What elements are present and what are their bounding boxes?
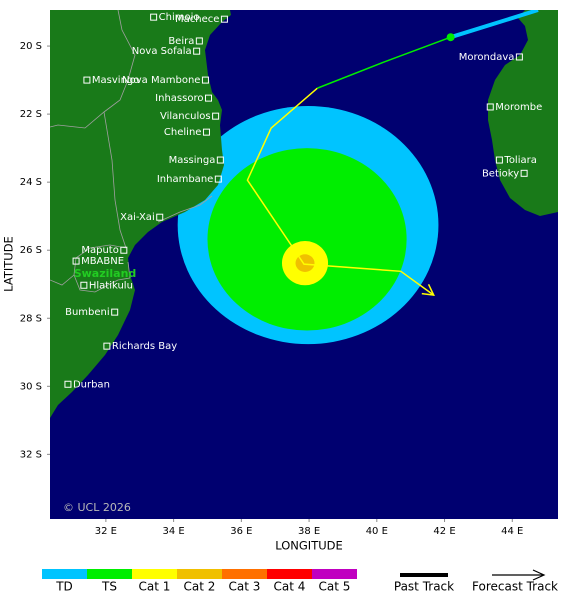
y-axis-label: LATITUDE <box>2 236 16 292</box>
city-marker <box>80 281 88 289</box>
city-label: Massinga <box>169 155 216 166</box>
wind-radius <box>207 148 407 331</box>
city-label: Nova Mambone <box>122 75 200 86</box>
legend-label: Cat 5 <box>319 580 351 594</box>
legend-label: TD <box>55 580 73 594</box>
city-marker <box>486 103 494 111</box>
city-marker <box>111 308 119 316</box>
city-marker <box>83 76 91 84</box>
y-tick-label: 30 S <box>20 381 42 392</box>
legend-swatch <box>267 569 312 579</box>
city-label: Hlatikulu <box>89 280 133 291</box>
city-marker <box>150 13 158 21</box>
city-marker <box>201 76 209 84</box>
current-position <box>446 33 455 42</box>
city-label: Cheline <box>164 127 202 138</box>
city-label: Xai-Xai <box>120 212 155 223</box>
copyright: © UCL 2026 <box>63 501 131 514</box>
borders <box>50 10 213 293</box>
x-tick-label: 32 E <box>95 526 117 537</box>
city-marker <box>214 175 222 183</box>
x-tick-label: 36 E <box>230 526 252 537</box>
land <box>50 10 558 418</box>
legend-swatch <box>42 569 87 579</box>
city-label: Masvingo <box>92 75 139 86</box>
city-label: Betioky <box>482 168 519 179</box>
x-tick-label: 38 E <box>298 526 320 537</box>
forecast-arrowhead <box>421 283 435 297</box>
legend-label: Forecast Track <box>472 580 558 594</box>
city-label: Durban <box>73 379 110 390</box>
city-marker <box>103 342 111 350</box>
x-tick-label: 40 E <box>366 526 388 537</box>
country-label: Swaziland <box>74 267 137 280</box>
city-label: Beira <box>168 36 194 47</box>
y-tick-label: 26 S <box>20 245 42 256</box>
y-tick-label: 20 S <box>20 41 42 52</box>
city-marker <box>193 47 201 55</box>
city-marker <box>195 37 203 45</box>
legend-label: Cat 2 <box>184 580 216 594</box>
legend-swatch <box>87 569 132 579</box>
city-label: Maputo <box>81 245 118 256</box>
city-marker <box>120 246 128 254</box>
y-tick-label: 32 S <box>20 449 42 460</box>
y-tick-label: 22 S <box>20 109 42 120</box>
x-tick-label: 44 E <box>501 526 523 537</box>
city-label: Morombe <box>495 102 542 113</box>
forecast-track <box>246 87 435 296</box>
city-label: Inhambane <box>157 174 213 185</box>
legend-swatch <box>177 569 222 579</box>
legend-label: Cat 3 <box>229 580 261 594</box>
city-label: Bumbeni <box>65 307 110 318</box>
legend-label: Cat 4 <box>274 580 306 594</box>
x-tick-label: 42 E <box>433 526 455 537</box>
madagascar <box>488 10 558 216</box>
city-marker <box>495 156 503 164</box>
city-marker <box>520 169 528 177</box>
legend-label: Past Track <box>394 580 454 594</box>
city-marker <box>72 257 80 265</box>
africa <box>50 10 231 418</box>
city-label: Nova Sofala <box>132 46 192 57</box>
city-marker <box>156 213 164 221</box>
forecast-track-arrow <box>532 569 546 581</box>
city-label: Morondava <box>459 52 515 63</box>
city-marker <box>202 128 210 136</box>
city-marker <box>216 156 224 164</box>
legend-swatch <box>222 569 267 579</box>
city-marker <box>212 112 220 120</box>
legend-label: TS <box>101 580 117 594</box>
city-marker <box>64 380 72 388</box>
y-tick-label: 24 S <box>20 177 42 188</box>
city-marker <box>220 15 228 23</box>
x-tick-label: 34 E <box>162 526 184 537</box>
legend-swatch <box>132 569 177 579</box>
y-tick-label: 28 S <box>20 313 42 324</box>
city-label: Richards Bay <box>112 341 177 352</box>
city-marker <box>204 94 212 102</box>
legend-label: Cat 1 <box>139 580 171 594</box>
city-label: Inhassoro <box>155 93 203 104</box>
city-label: Toliara <box>503 155 536 166</box>
city-label: Chimoio <box>159 12 200 23</box>
past-track <box>450 10 539 40</box>
forecast-track <box>316 36 451 89</box>
city-label: MBABNE <box>81 256 124 267</box>
legend-swatch <box>312 569 357 579</box>
city-marker <box>515 53 523 61</box>
city-label: Machece <box>175 14 219 25</box>
x-axis-label: LONGITUDE <box>275 539 343 553</box>
city-label: Vilanculos <box>160 111 211 122</box>
